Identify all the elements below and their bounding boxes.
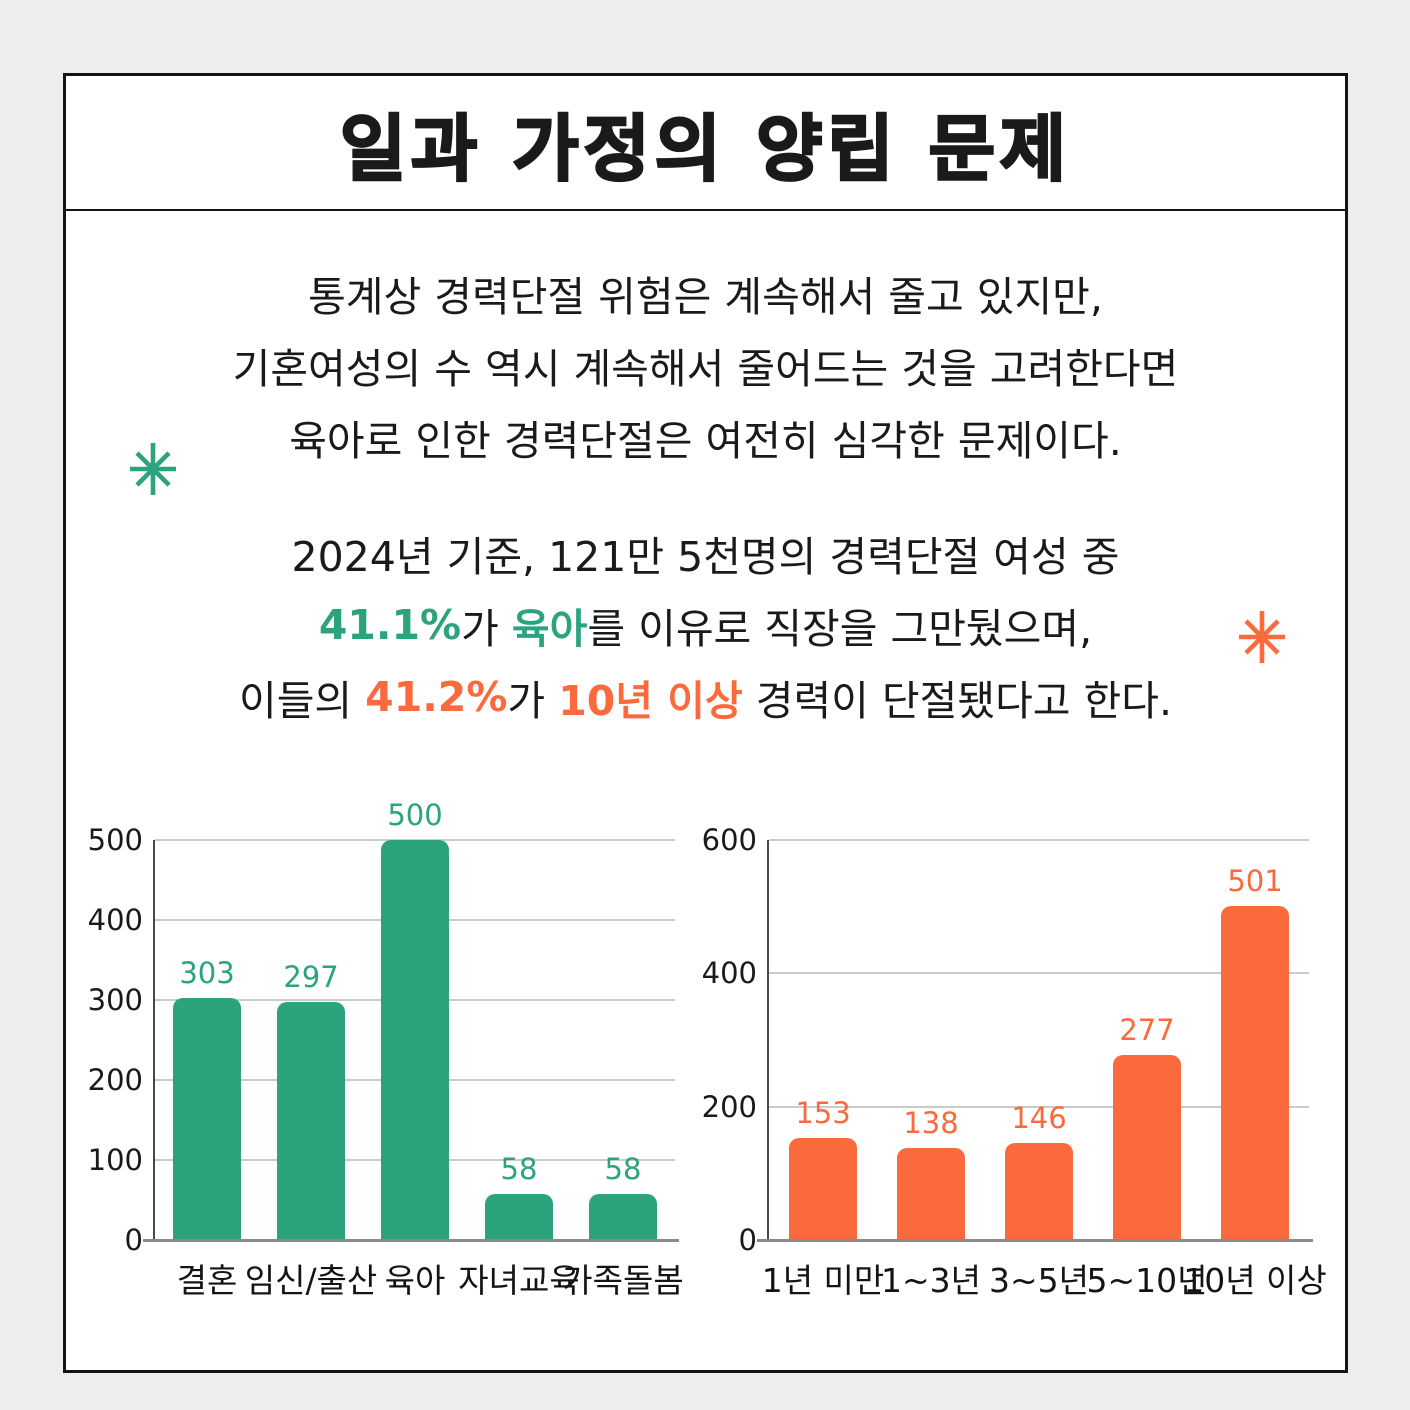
body-text: 이들의 [238,677,366,725]
x-axis-category-label: 결혼 [176,1261,238,1300]
infographic-card: 일과 가정의 양립 문제 통계상 경력단절 위험은 계속해서 줄고 있지만, 기혼… [63,73,1348,1373]
gridline [769,1105,1309,1108]
bar [277,1002,345,1240]
y-axis-tick-label: 500 [87,823,143,857]
bar-value-label: 138 [903,1106,959,1140]
x-axis-line [143,1239,679,1242]
y-axis-line [153,840,155,1240]
y-axis-tick-label: 600 [701,823,757,857]
bar [485,1193,553,1240]
bar-value-label: 500 [387,798,443,832]
text-line: 2024년 기준, 121만 5천명의 경력단절 여성 중 [66,517,1345,589]
bar [897,1148,965,1240]
text-line: 41.1% 가 육아 를 이유로 직장을 그만뒀으며, [66,589,1345,661]
highlighted-text: 육아 [511,605,588,653]
body-text: 통계상 경력단절 위험은 계속해서 줄고 있지만, [308,273,1103,321]
gridline [769,839,1309,841]
bar-value-label: 146 [1011,1100,1067,1135]
bar-value-label: 58 [604,1151,642,1186]
y-axis-tick-label: 0 [738,1223,757,1257]
body-text: 를 이유로 직장을 그만뒀으며, [587,605,1093,653]
bar [1113,1055,1181,1240]
orange-asterisk-icon [1239,611,1285,663]
y-axis-tick-label: 100 [87,1143,143,1177]
x-axis-category-label: 임신/출산 [244,1261,378,1300]
x-axis-category-label: 자녀교육 [458,1261,580,1300]
x-axis-category-label: 5~10년 [1086,1261,1208,1300]
bar [381,840,449,1240]
bar-value-label: 58 [500,1151,538,1186]
y-axis-tick-label: 0 [124,1223,143,1257]
bar [589,1193,657,1240]
bar [789,1138,857,1240]
text-line: 육아로 인한 경력단절은 여전히 심각한 문제이다. [66,401,1345,473]
x-axis-category-label: 10년 이상 [1183,1261,1327,1300]
title-bar: 일과 가정의 양립 문제 [66,76,1345,211]
x-axis-category-label: 가족돌봄 [562,1261,684,1300]
bar-value-label: 153 [795,1096,851,1130]
x-axis-category-label: 3~5년 [988,1261,1089,1300]
text-line: 기혼여성의 수 역시 계속해서 줄어드는 것을 고려한다면 [66,329,1345,401]
body-text: 2024년 기준, 121만 5천명의 경력단절 여성 중 [291,533,1120,581]
bar [1005,1142,1073,1240]
bar [173,997,241,1240]
bar-value-label: 297 [283,960,339,995]
y-axis-tick-label: 200 [701,1089,757,1124]
x-axis-category-label: 1~3년 [880,1261,981,1300]
x-axis-category-label: 1년 미만 [761,1261,885,1300]
paragraph-statistics-intro: 통계상 경력단절 위험은 계속해서 줄고 있지만, 기혼여성의 수 역시 계속해서… [66,257,1345,473]
bar-value-label: 303 [179,955,235,990]
y-axis-tick-label: 200 [87,1063,143,1097]
body-text: 경력이 단절됐다고 한다. [742,677,1173,725]
body-text: 기혼여성의 수 역시 계속해서 줄어드는 것을 고려한다면 [232,345,1179,393]
page-title: 일과 가정의 양립 문제 [339,106,1072,193]
body-text: 육아로 인한 경력단절은 여전히 심각한 문제이다. [289,417,1122,465]
bar-chart-career-break-duration: 0 200 400 600 153 1년 미만 138 1~3년 146 3~5년 277 5~10년… [702,823,1327,1300]
gridline [769,972,1309,975]
text-line: 이들의 41.2% 가 10년 이상 경력이 단절됐다고 한다. [66,661,1345,733]
highlighted-text: 41.2% [365,673,508,721]
bar-value-label: 277 [1119,1013,1175,1048]
text-line: 통계상 경력단절 위험은 계속해서 줄고 있지만, [66,257,1345,329]
paragraph-2024-statistics: 2024년 기준, 121만 5천명의 경력단절 여성 중 41.1% 가 육아 를 … [66,517,1345,733]
body-text: 가 [461,605,512,653]
x-axis-category-label: 육아 [384,1261,446,1300]
bar [1221,906,1289,1240]
bar-chart-career-break-reasons: 0 100 200 300 400 500 303 결혼 297 임신/출산 500 육아 58 자녀교육… [88,798,684,1300]
y-axis-tick-label: 300 [87,983,143,1017]
bar-value-label: 501 [1227,864,1283,898]
highlighted-text: 41.1% [318,601,462,649]
y-axis-line [767,840,769,1240]
x-axis-line [757,1239,1313,1242]
highlighted-text: 10년 이상 [558,677,743,725]
y-axis-tick-label: 400 [87,903,143,937]
green-asterisk-icon [130,443,176,495]
y-axis-tick-label: 400 [701,956,757,991]
body-text: 가 [507,677,559,725]
